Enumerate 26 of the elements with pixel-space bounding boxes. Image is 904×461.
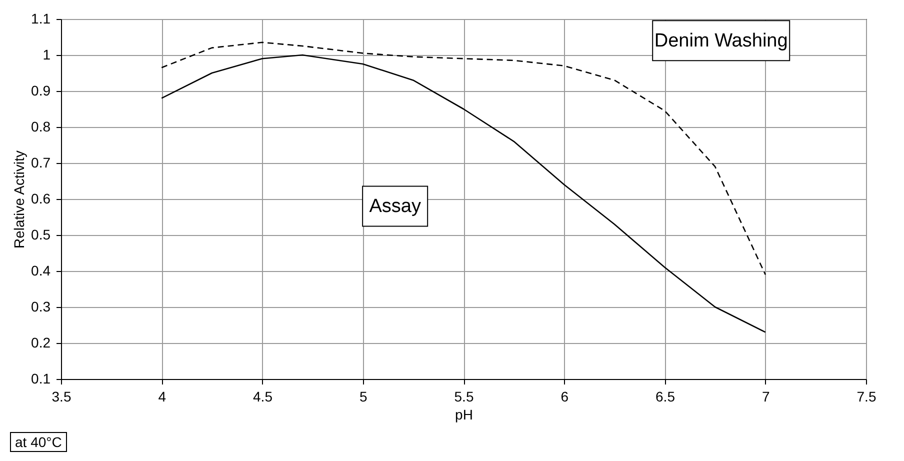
x-axis-title: pH xyxy=(455,406,473,422)
y-tick-label: 1 xyxy=(42,46,51,62)
y-tick-label: 0.2 xyxy=(31,334,51,350)
x-tick-label: 3.5 xyxy=(52,388,72,404)
x-tick-label: 7.5 xyxy=(856,388,876,404)
y-tick-label: 0.9 xyxy=(31,82,51,98)
y-tick-label: 0.5 xyxy=(31,226,51,242)
y-tick-label: 0.6 xyxy=(31,190,51,206)
y-axis-title: Relative Activity xyxy=(11,150,28,249)
text: Denim Washing xyxy=(654,30,788,52)
x-tick-label: 6.5 xyxy=(656,388,676,404)
y-tick-label: 0.7 xyxy=(31,154,51,170)
x-tick-label: 4 xyxy=(158,388,166,404)
y-tick-label: 0.4 xyxy=(31,262,51,278)
x-tick-label: 5 xyxy=(359,388,368,404)
line-series xyxy=(160,54,766,333)
x-tick-label: 6 xyxy=(560,388,569,404)
y-tick-label: 0.8 xyxy=(31,118,51,134)
y-tick-label: 0.1 xyxy=(31,370,51,386)
x-tick-label: 4.5 xyxy=(253,388,273,404)
text: at 40°C xyxy=(10,432,67,452)
x-tick-label: 7 xyxy=(762,388,770,404)
y-tick-label: 1.1 xyxy=(31,10,51,26)
x-tick-label: 5.5 xyxy=(454,388,474,404)
y-tick-label: 0.3 xyxy=(31,298,51,314)
text: Assay xyxy=(369,196,422,218)
